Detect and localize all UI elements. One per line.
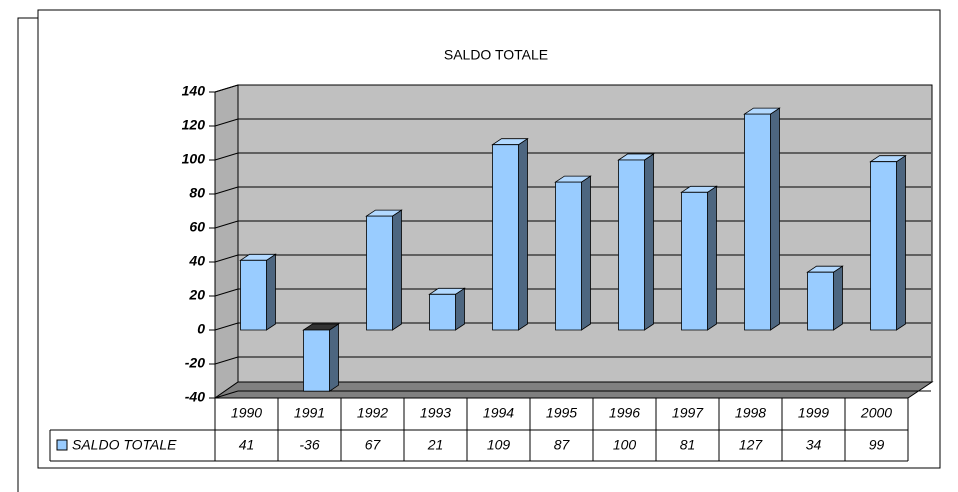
grid-line [214, 356, 239, 365]
grid-line [214, 152, 239, 161]
chart-title: SALDO TOTALE [444, 47, 548, 63]
bar-side [329, 323, 339, 392]
legend-label: SALDO TOTALE [72, 437, 177, 453]
bar [680, 185, 718, 331]
bar-front [555, 181, 582, 331]
y-tick-label: 80 [189, 185, 205, 201]
y-tick-label: 100 [182, 151, 206, 167]
bar [554, 175, 592, 331]
bar-side [518, 137, 528, 331]
grid-line [214, 186, 239, 195]
bar [491, 137, 529, 331]
x-tick-label: 1999 [798, 405, 829, 421]
side-wall [214, 84, 239, 399]
table-value: 67 [365, 437, 382, 453]
table-value: -36 [299, 437, 319, 453]
table-value: 127 [739, 437, 764, 453]
bar [365, 209, 403, 331]
bar [806, 265, 844, 331]
x-tick-label: 1994 [483, 405, 514, 421]
table-value: 99 [869, 437, 885, 453]
bar-front [744, 113, 771, 331]
floor [213, 381, 934, 399]
bar-side [896, 154, 906, 331]
bar [428, 287, 466, 331]
bar-front [240, 259, 267, 331]
x-tick-label: 1991 [294, 405, 325, 421]
y-tick-label: 140 [182, 83, 206, 99]
table-value: 109 [487, 437, 511, 453]
y-tick-label: 120 [182, 117, 206, 133]
y-tick-label: 60 [189, 219, 205, 235]
bar [869, 154, 907, 331]
x-tick-label: 1996 [609, 405, 640, 421]
y-tick-label: 20 [188, 287, 205, 303]
grid-line [214, 118, 239, 127]
bar-side [581, 175, 591, 331]
y-tick-label: 40 [188, 253, 205, 269]
table-value: 34 [806, 437, 822, 453]
bar-front [303, 329, 330, 392]
y-tick-label: -40 [185, 389, 205, 405]
grid-line [214, 254, 239, 263]
x-tick-label: 1998 [735, 405, 766, 421]
bar-side [707, 185, 717, 331]
grid-line [214, 322, 239, 331]
x-tick-label: 2000 [860, 405, 892, 421]
bar [743, 107, 781, 331]
bar-front [366, 215, 393, 331]
bar-front [870, 161, 897, 331]
bar-side [392, 209, 402, 331]
bar [302, 323, 340, 392]
page-border [17, 17, 38, 492]
grid-line [214, 84, 239, 93]
bar-side [833, 265, 843, 331]
y-tick-label: 0 [197, 321, 205, 337]
grid-line [214, 288, 239, 297]
y-tick-label: -20 [185, 355, 205, 371]
x-tick-label: 1993 [420, 405, 451, 421]
table-value: 81 [680, 437, 696, 453]
bar-side [455, 287, 465, 331]
x-tick-label: 1997 [672, 405, 704, 421]
bar-side [644, 153, 654, 331]
bar-front [807, 271, 834, 331]
table-value: 100 [613, 437, 637, 453]
bar-side [266, 253, 276, 331]
bar-front [618, 159, 645, 331]
grid-line [214, 390, 239, 399]
table-value: 21 [427, 437, 444, 453]
x-tick-label: 1992 [357, 405, 388, 421]
bar [239, 253, 277, 331]
legend-swatch [56, 439, 68, 451]
bar-front [429, 293, 456, 331]
x-tick-label: 1995 [546, 405, 577, 421]
bar-front [492, 144, 519, 331]
bar-front [681, 191, 708, 331]
grid-line [214, 220, 239, 229]
bar-side [770, 107, 780, 331]
table-value: 41 [239, 437, 255, 453]
table-value: 87 [554, 437, 571, 453]
x-tick-label: 1990 [231, 405, 262, 421]
bar [617, 153, 655, 331]
